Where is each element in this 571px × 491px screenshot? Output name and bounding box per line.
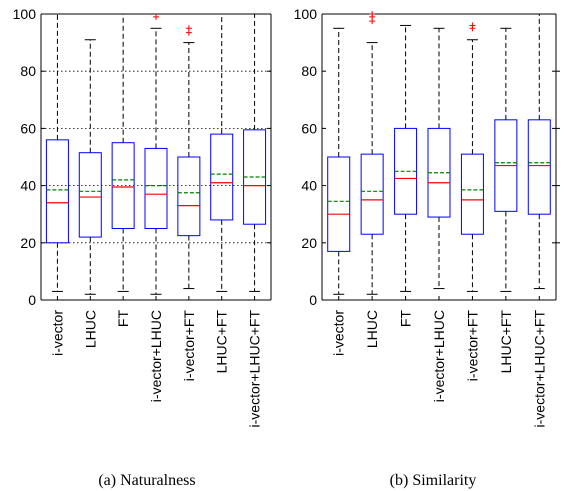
y-tick-label: 100 bbox=[13, 6, 37, 22]
x-category-label: i-vector+LHUC bbox=[148, 310, 164, 402]
box-iqr bbox=[461, 154, 483, 234]
box-iqr bbox=[178, 157, 200, 236]
box-lhuc bbox=[361, 11, 383, 294]
x-category-label: i-vector+LHUC+FT bbox=[531, 310, 547, 428]
x-category-label: i-vector+LHUC bbox=[431, 310, 447, 402]
x-category-label: LHUC bbox=[82, 310, 98, 348]
box-ft bbox=[395, 25, 417, 291]
box-iqr bbox=[46, 140, 68, 243]
x-category-label: i-vector+LHUC+FT bbox=[247, 310, 263, 428]
box-iqr bbox=[145, 148, 167, 228]
box-iqr bbox=[328, 157, 350, 251]
y-tick-label: 40 bbox=[301, 178, 317, 194]
box-iqr bbox=[112, 143, 134, 229]
x-category-label: LHUC+FT bbox=[498, 310, 514, 374]
outlier-marker bbox=[469, 22, 475, 28]
x-category-label: i-vector bbox=[331, 310, 347, 356]
y-tick-label: 0 bbox=[28, 292, 36, 308]
x-category-label: LHUC bbox=[364, 310, 380, 348]
caption-similarity: (b) Similarity bbox=[390, 472, 477, 489]
box-iqr bbox=[361, 154, 383, 234]
panel-similarity: 0 20 40 60 80 100 i-vector LHUC FT i-vector+LHUC i… bbox=[294, 6, 560, 427]
x-category-label: FT bbox=[398, 310, 414, 328]
x-category-label: LHUC+FT bbox=[214, 310, 230, 374]
box-iqr bbox=[211, 134, 233, 220]
y-tick-label: 80 bbox=[20, 63, 36, 79]
y-tick-label: 100 bbox=[294, 6, 318, 22]
y-tick-label: 60 bbox=[301, 120, 317, 136]
box-i-vector bbox=[328, 28, 350, 294]
panel-naturalness: 0 20 40 60 80 100 i-vector LHUC FT i-vector+LHUC i… bbox=[13, 6, 271, 427]
box-iqr bbox=[79, 153, 101, 237]
outlier-marker bbox=[186, 25, 192, 31]
x-category-label: i-vector+FT bbox=[464, 310, 480, 382]
y-tick-label: 40 bbox=[20, 178, 36, 194]
y-tick-label: 80 bbox=[301, 63, 317, 79]
caption-naturalness: (a) Naturalness bbox=[98, 472, 195, 489]
outlier-marker bbox=[153, 14, 159, 20]
box-ft bbox=[112, 14, 134, 291]
box-iqr bbox=[528, 120, 550, 214]
box-i-vector-lhuc bbox=[428, 28, 450, 288]
y-tick-label: 20 bbox=[301, 235, 317, 251]
x-category-label: FT bbox=[115, 310, 131, 328]
outlier-marker bbox=[369, 11, 375, 17]
y-tick-label: 60 bbox=[20, 120, 36, 136]
y-tick-label: 0 bbox=[309, 292, 317, 308]
box-lhuc bbox=[79, 40, 101, 295]
box-i-vector bbox=[46, 14, 68, 291]
x-category-label: i-vector bbox=[49, 310, 65, 356]
box-lhuc-ft bbox=[495, 28, 517, 291]
box-i-vector-ft bbox=[461, 22, 483, 291]
box-i-vector-lhuc-ft bbox=[528, 14, 550, 289]
box-lhuc-ft bbox=[211, 14, 233, 291]
box-i-vector-lhuc bbox=[145, 14, 167, 294]
y-tick-label: 20 bbox=[20, 235, 36, 251]
box-i-vector-lhuc-ft bbox=[244, 14, 266, 291]
box-i-vector-ft bbox=[178, 25, 200, 288]
x-category-label: i-vector+FT bbox=[181, 310, 197, 382]
